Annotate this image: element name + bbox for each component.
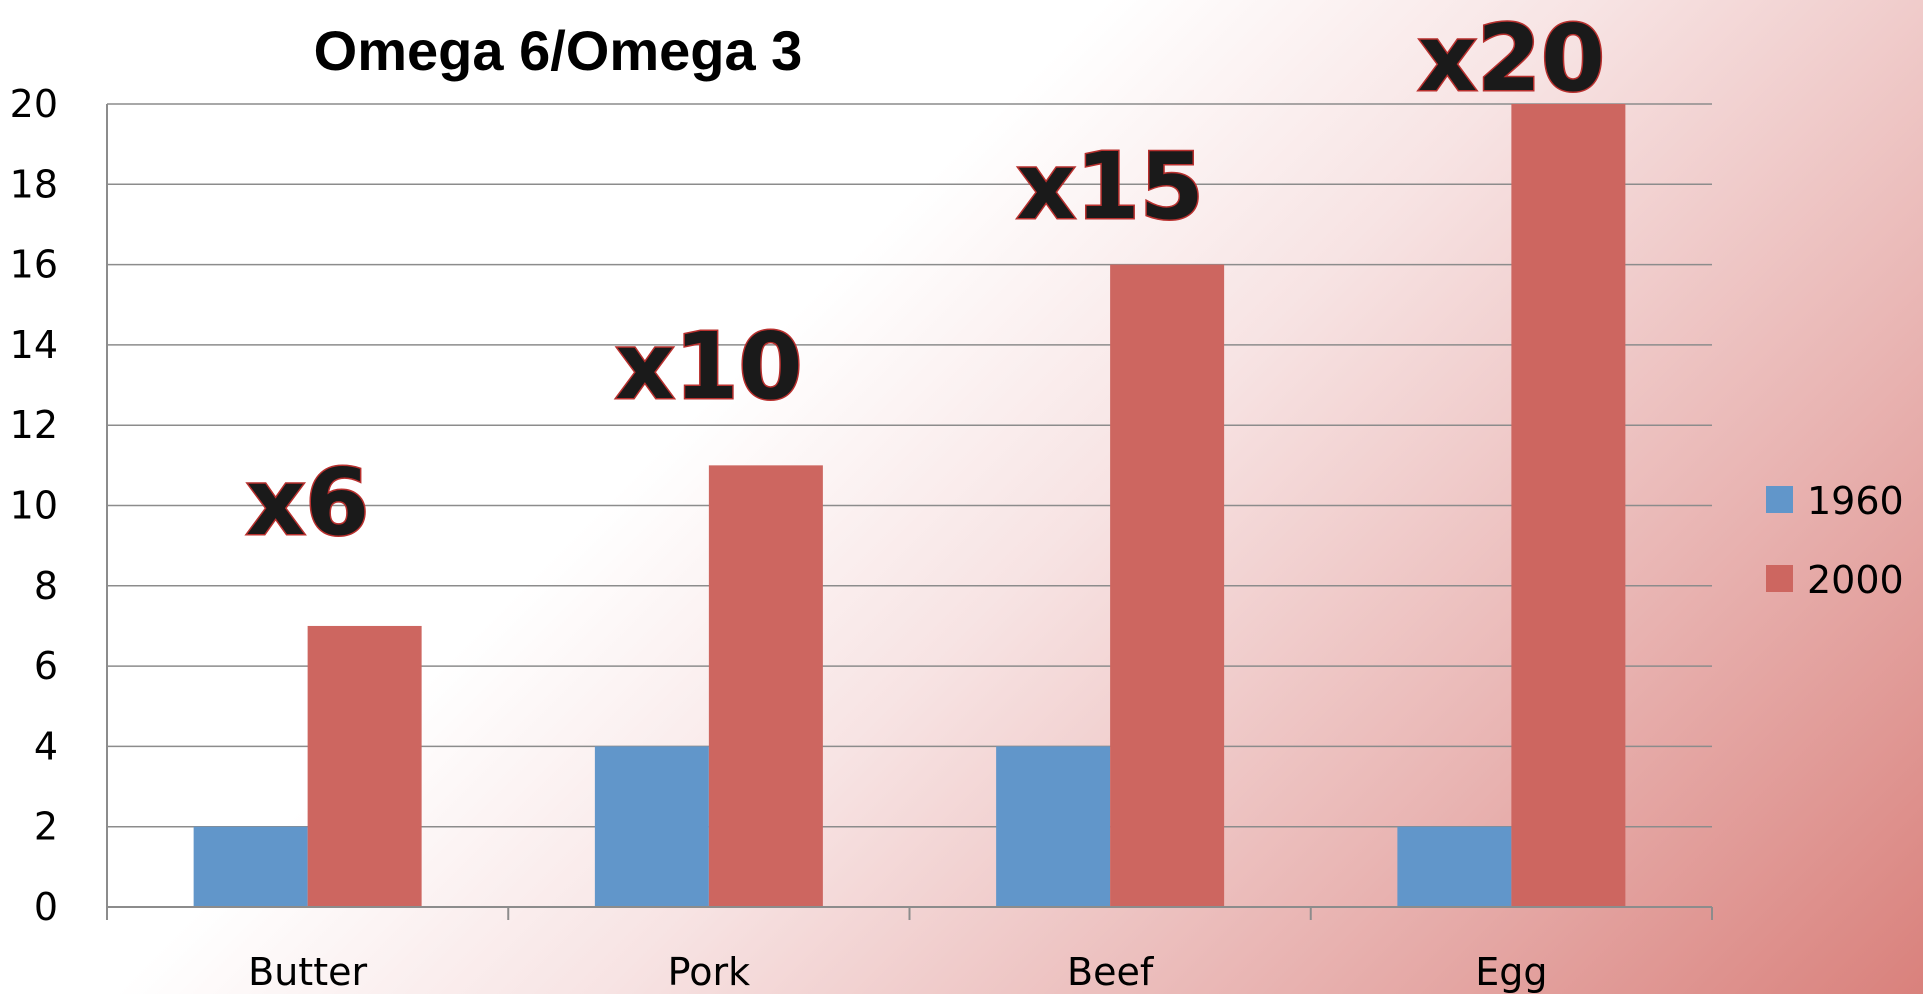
chart-title: Omega 6/Omega 3	[314, 19, 803, 82]
bar-1960-egg	[1397, 826, 1512, 907]
y-tick-label: 12	[10, 403, 58, 447]
multiplier-annotation: x6	[246, 449, 369, 556]
legend-label: 1960	[1807, 479, 1904, 523]
y-axis-tick-labels: 0 2 4 6 8 10 12 14 16 18 20	[10, 82, 58, 929]
legend: 1960 2000	[1766, 479, 1904, 602]
legend-label: 2000	[1807, 558, 1904, 602]
category-label: Egg	[1475, 950, 1547, 994]
multiplier-annotations: x6 x10 x15 x20	[244, 4, 1606, 558]
category-label: Pork	[668, 950, 750, 994]
multiplier-annotation: x15	[1016, 133, 1203, 240]
y-tick-label: 16	[10, 243, 58, 287]
multiplier-annotation: x20	[1418, 5, 1605, 112]
y-tick-label: 8	[34, 564, 58, 608]
bar-2000-pork	[708, 465, 823, 907]
legend-swatch-1960	[1766, 486, 1793, 513]
y-tick-label: 4	[34, 724, 58, 768]
bar-1960-butter	[193, 826, 308, 907]
y-tick-label: 18	[10, 162, 58, 206]
y-tick-label: 2	[34, 805, 58, 849]
y-tick-label: 14	[10, 323, 58, 367]
legend-swatch-2000	[1766, 565, 1793, 592]
bar-1960-pork	[594, 746, 709, 907]
category-label: Beef	[1067, 950, 1155, 994]
y-tick-label: 10	[10, 484, 58, 528]
bar-2000-butter	[307, 625, 422, 907]
bars	[193, 104, 1626, 908]
x-axis	[106, 104, 1713, 920]
y-tick-label: 6	[34, 644, 58, 688]
bar-2000-egg	[1511, 104, 1626, 907]
y-tick-label: 0	[34, 885, 58, 929]
bar-2000-beef	[1110, 264, 1225, 908]
category-label: Butter	[248, 950, 367, 994]
multiplier-annotation: x10	[615, 313, 802, 420]
bar-1960-beef	[996, 746, 1111, 907]
y-tick-label: 20	[10, 82, 58, 126]
category-labels: Butter Pork Beef Egg	[248, 950, 1547, 994]
